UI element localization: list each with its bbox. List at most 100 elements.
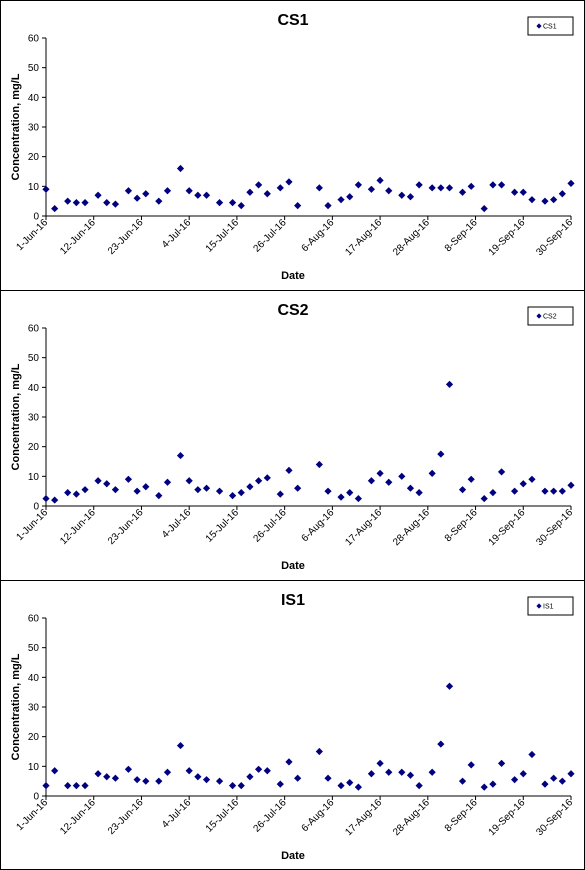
x-tick-label: 26-Jul-16 [251, 507, 289, 545]
chart-title: IS1 [281, 592, 305, 609]
data-point [354, 494, 362, 503]
data-point [415, 489, 423, 497]
data-point [497, 759, 506, 767]
data-point [51, 496, 59, 504]
data-point [202, 191, 211, 199]
chart-title: CS1 [277, 12, 308, 29]
data-point [550, 774, 558, 782]
x-tick-label: 8-Sep-16 [443, 797, 480, 834]
data-point [315, 747, 323, 756]
data-point [294, 774, 302, 782]
y-tick-label: 20 [28, 442, 40, 453]
data-point [354, 783, 362, 791]
x-tick-label: 1-Jun-16 [14, 217, 50, 253]
x-tick-label: 12-Jun-16 [58, 507, 98, 547]
y-tick-label: 50 [28, 63, 40, 74]
data-point [558, 777, 566, 785]
data-point [133, 776, 141, 784]
data-point [185, 767, 193, 775]
data-point [346, 489, 354, 497]
legend-entry: IS1 [543, 604, 554, 611]
data-point [398, 768, 406, 776]
legend-marker [536, 603, 542, 609]
data-point [406, 484, 415, 492]
data-point [550, 196, 558, 204]
data-point [367, 770, 376, 778]
data-point [480, 783, 488, 791]
data-point [124, 187, 133, 195]
data-point [437, 450, 445, 458]
chart-panel-cs2: CS2 0 10 20 30 40 50 60 1-Jun-16 12-Jun-16 23-Jun-… [0, 290, 585, 581]
data-point [489, 489, 497, 497]
y-axis-label: Concentration, mg/L [10, 73, 22, 180]
y-tick-label: 40 [28, 673, 40, 684]
data-point [176, 741, 185, 750]
data-point [81, 782, 89, 790]
data-point [541, 487, 549, 495]
data-point [324, 774, 332, 782]
data-point [445, 380, 454, 388]
x-tick-label: 23-Jun-16 [106, 217, 146, 257]
data-point [228, 199, 237, 207]
data-point [406, 193, 415, 201]
data-point [510, 188, 519, 196]
data-point [94, 191, 102, 199]
data-point [497, 468, 506, 476]
data-point [276, 490, 284, 498]
data-point [324, 487, 332, 495]
x-tick-label: 15-Jul-16 [204, 217, 242, 255]
data-point [276, 184, 284, 192]
data-point [541, 197, 549, 205]
data-point [445, 184, 454, 192]
data-point [437, 740, 445, 748]
y-tick-label: 60 [28, 34, 40, 45]
data-point [215, 487, 224, 495]
data-point [142, 190, 150, 198]
x-tick-label: 19-Sep-16 [487, 507, 528, 548]
data-point [437, 184, 445, 192]
data-point [367, 185, 376, 193]
data-point [185, 187, 193, 195]
y-tick-label: 20 [28, 152, 40, 163]
x-tick-label: 15-Jul-16 [204, 507, 242, 545]
data-point [255, 765, 263, 773]
data-point [458, 777, 467, 785]
data-point [246, 773, 254, 781]
data-point [142, 483, 150, 491]
data-point [428, 469, 436, 477]
x-tick-label: 17-Aug-16 [343, 797, 384, 838]
x-tick-label: 23-Jun-16 [106, 797, 146, 837]
data-point [324, 202, 332, 210]
x-tick-label: 26-Jul-16 [251, 797, 289, 835]
data-point [337, 493, 345, 501]
y-tick-label: 0 [33, 212, 39, 223]
data-point [428, 184, 436, 192]
data-point [94, 477, 102, 485]
data-point [215, 777, 224, 785]
data-point [103, 773, 111, 781]
data-point [263, 190, 271, 198]
y-tick-label: 0 [33, 502, 39, 513]
data-point [467, 761, 475, 769]
x-tick-label: 6-Aug-16 [300, 217, 337, 254]
y-tick-label: 40 [28, 93, 40, 104]
data-point [285, 758, 293, 766]
data-point [567, 481, 575, 489]
data-point [42, 494, 50, 503]
data-point [415, 181, 423, 189]
data-point [337, 196, 345, 204]
data-point [228, 492, 237, 500]
data-point [64, 489, 72, 497]
legend: CS1 [527, 16, 574, 36]
x-tick-label: 19-Sep-16 [487, 797, 528, 838]
data-point [163, 187, 172, 195]
data-point [94, 770, 102, 778]
chart-svg-is1: IS1 0 10 20 30 40 50 60 1-Jun-16 12-Jun-16 23-Jun-… [10, 592, 575, 862]
data-point [385, 187, 393, 195]
data-point [142, 777, 150, 785]
x-tick-label: 30-Sep-16 [534, 797, 575, 838]
data-point [263, 474, 271, 482]
data-point [228, 782, 237, 790]
data-point [42, 185, 50, 193]
data-point [163, 478, 172, 486]
